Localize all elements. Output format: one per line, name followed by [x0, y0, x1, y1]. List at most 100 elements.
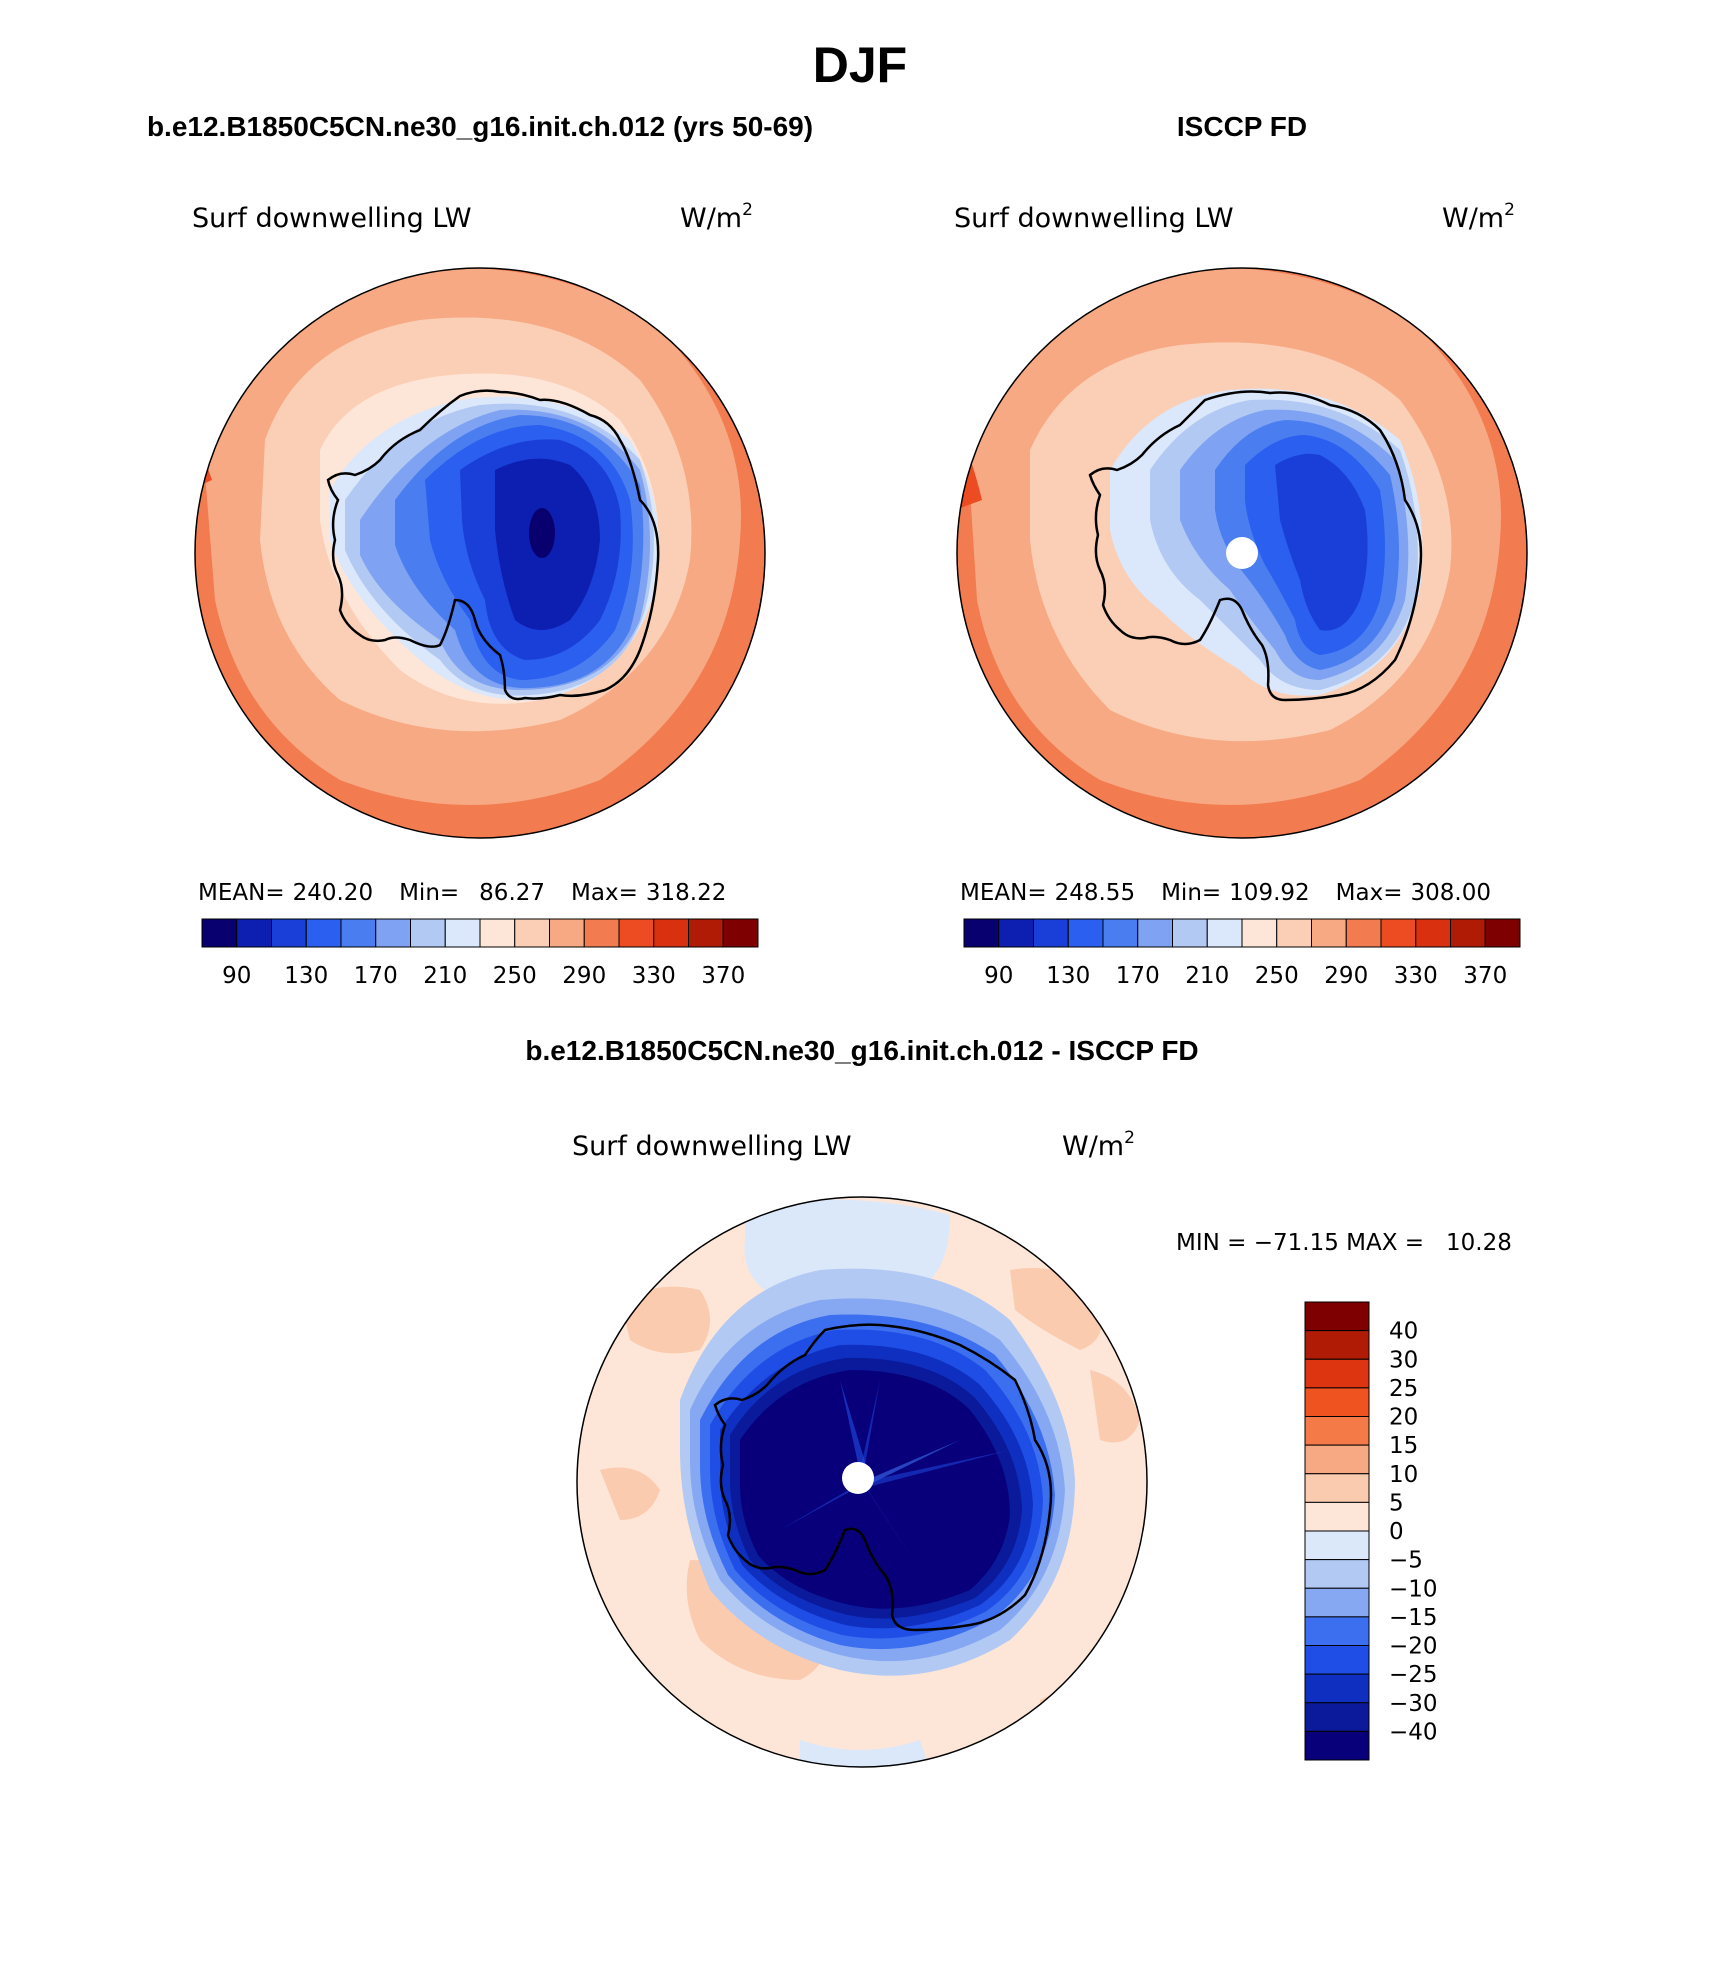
diff-colorbar-swatch — [1304, 1616, 1370, 1646]
diff-minmax: MIN = −71.15 MAX = 10.28 — [1176, 1230, 1512, 1256]
left-colorbar-swatch — [444, 918, 481, 948]
left-colorbar-swatch — [410, 918, 446, 948]
right-colorbar-swatch — [1241, 918, 1278, 948]
figure-title: DJF — [813, 37, 907, 93]
left-colorbar-swatch — [722, 918, 759, 948]
right-colorbar-swatch — [1345, 918, 1382, 948]
right-colorbar-tick-label: 130 — [1046, 963, 1090, 989]
diff-colorbar-swatch — [1304, 1673, 1370, 1704]
diff-colorbar-tick-label: −10 — [1389, 1576, 1438, 1602]
diff-colorbar-tick-label: −20 — [1389, 1634, 1438, 1660]
left-colorbar-swatch — [271, 918, 307, 948]
left-variable-label: Surf downwelling LW — [192, 203, 472, 234]
right-colorbar-swatch — [1172, 918, 1208, 948]
right-colorbar-swatch — [1311, 918, 1347, 948]
diff-colorbar-tick-label: 30 — [1389, 1347, 1418, 1373]
right-variable-label: Surf downwelling LW — [954, 203, 1234, 234]
diff-colorbar-tick-label: 40 — [1389, 1319, 1418, 1345]
right-colorbar-swatch — [1380, 918, 1417, 948]
left-colorbar-swatch — [618, 918, 655, 948]
diff-colorbar-tick-label: −15 — [1389, 1605, 1438, 1631]
right-colorbar-swatch — [1276, 918, 1312, 948]
diff-units-label: W/m2 — [1062, 1128, 1135, 1162]
left-colorbar-swatch — [653, 918, 689, 948]
diff-colorbar-swatch — [1304, 1387, 1370, 1417]
left-colorbar-tick-label: 130 — [284, 963, 328, 989]
left-polar-map — [195, 268, 765, 838]
right-colorbar-swatch — [998, 918, 1034, 948]
left-colorbar-tick-label: 250 — [493, 963, 537, 989]
diff-colorbar-tick-label: 0 — [1389, 1519, 1404, 1545]
right-colorbar-tick-label: 90 — [984, 963, 1013, 989]
left-colorbar-tick-label: 90 — [222, 963, 251, 989]
left-colorbar-tick-label: 330 — [632, 963, 676, 989]
right-colorbar-swatch — [1206, 918, 1243, 948]
right-colorbar-swatch — [1067, 918, 1104, 948]
diff-colorbar-swatch — [1304, 1645, 1370, 1675]
diff-colorbar-swatch — [1304, 1330, 1370, 1360]
diff-colorbar-swatch — [1304, 1587, 1370, 1618]
diff-colorbar-tick-label: 10 — [1389, 1462, 1418, 1488]
diff-colorbar-swatch — [1304, 1730, 1370, 1761]
right-colorbar-tick-label: 330 — [1394, 963, 1438, 989]
diff-colorbar-swatch — [1304, 1501, 1370, 1532]
left-colorbar-swatch — [305, 918, 342, 948]
right-colorbar-swatch — [1450, 918, 1486, 948]
right-stats: MEAN= 248.55 Min= 109.92 Max= 308.00 — [960, 880, 1491, 906]
right-polar-map — [957, 268, 1527, 838]
left-colorbar-swatch — [375, 918, 411, 948]
diff-colorbar-tick-label: −25 — [1389, 1662, 1438, 1688]
right-map-border — [956, 267, 1528, 839]
diff-colorbar-swatch — [1304, 1416, 1370, 1446]
diff-colorbar-tick-label: −40 — [1389, 1719, 1438, 1745]
right-colorbar-swatch — [1137, 918, 1173, 948]
diff-variable-label: Surf downwelling LW — [572, 1131, 852, 1162]
diff-colorbar-swatch — [1304, 1301, 1370, 1332]
diff-colorbar-swatch — [1304, 1559, 1370, 1589]
right-colorbar-swatch — [963, 918, 1000, 948]
right-colorbar-tick-label: 290 — [1324, 963, 1368, 989]
diff-colorbar-tick-label: 15 — [1389, 1433, 1418, 1459]
diff-colorbar-tick-label: 5 — [1389, 1490, 1404, 1516]
left-colorbar-tick-label: 210 — [423, 963, 467, 989]
left-stats: MEAN= 240.20 Min= 86.27 Max= 318.22 — [198, 880, 726, 906]
diff-colorbar-tick-label: 20 — [1389, 1405, 1418, 1431]
diff-polar-map — [577, 1197, 1147, 1767]
right-colorbar-swatch — [1415, 918, 1451, 948]
diff-colorbar-swatch — [1304, 1473, 1370, 1503]
right-colorbar-tick-label: 370 — [1463, 963, 1507, 989]
right-units-label: W/m2 — [1442, 200, 1515, 234]
diff-colorbar-tick-label: −30 — [1389, 1691, 1438, 1717]
right-colorbar-swatch — [1102, 918, 1139, 948]
diff-colorbar-swatch — [1304, 1358, 1370, 1389]
right-colorbar-tick-label: 250 — [1255, 963, 1299, 989]
right-colorbar-swatch — [1033, 918, 1069, 948]
left-units-label: W/m2 — [680, 200, 753, 234]
left-colorbar-swatch — [236, 918, 272, 948]
left-colorbar-swatch — [514, 918, 550, 948]
right-colorbar-tick-label: 210 — [1185, 963, 1229, 989]
diff-colorbar-swatch — [1304, 1702, 1370, 1732]
left-colorbar-swatch — [583, 918, 620, 948]
left-colorbar-swatch — [688, 918, 724, 948]
right-case-title: ISCCP FD — [1177, 111, 1307, 142]
left-colorbar-swatch — [340, 918, 377, 948]
right-colorbar-swatch — [1484, 918, 1521, 948]
left-colorbar-swatch — [479, 918, 516, 948]
left-colorbar-tick-label: 170 — [354, 963, 398, 989]
left-map-border — [194, 267, 766, 839]
right-colorbar: 90 130 170 210 250 290 330 370 — [963, 918, 1521, 989]
left-colorbar-swatch — [549, 918, 585, 948]
diff-colorbar-tick-label: 25 — [1389, 1376, 1418, 1402]
left-colorbar-tick-label: 290 — [562, 963, 606, 989]
diff-map-border — [576, 1196, 1148, 1768]
left-colorbar-swatch — [201, 918, 238, 948]
diff-case-title: b.e12.B1850C5CN.ne30_g16.init.ch.012 - I… — [525, 1035, 1198, 1066]
right-colorbar-tick-label: 170 — [1116, 963, 1160, 989]
diff-colorbar-tick-label: −5 — [1389, 1548, 1423, 1574]
left-case-title: b.e12.B1850C5CN.ne30_g16.init.ch.012 (yr… — [147, 111, 813, 142]
left-colorbar: 90 130 170 210 250 290 330 370 — [201, 918, 759, 989]
left-colorbar-tick-label: 370 — [701, 963, 745, 989]
